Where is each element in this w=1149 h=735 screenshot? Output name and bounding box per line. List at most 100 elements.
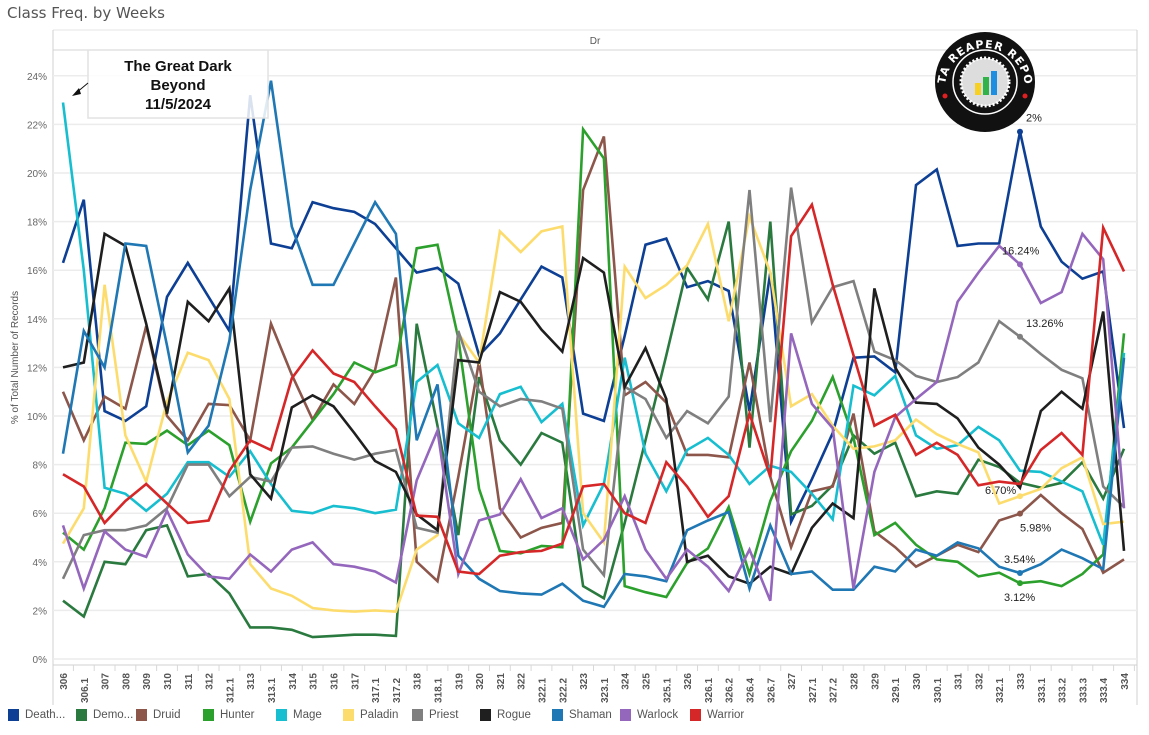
x-tick-label: 313.1 [267,678,278,703]
x-tick-label: 313 [246,673,257,690]
legend-label: Warlock [637,709,679,721]
page-title: Class Freq. by Weeks [7,4,165,22]
legend-label: Druid [153,709,181,721]
annotation-text: The Great Dark [124,58,232,75]
x-tick-label: 322.1 [537,678,548,703]
series-line-priest [61,187,1125,580]
y-tick-label: 24% [27,72,47,83]
y-tick-label: 16% [27,266,47,277]
legend-item[interactable]: Demo... [76,709,136,721]
star-icon [1022,93,1028,99]
series-line-death [61,95,1126,527]
annotation-rect [87,49,269,119]
point-label: 13.26% [1026,318,1064,330]
x-tick-label: 326.2 [725,678,736,703]
legend-item[interactable]: Druid [136,709,203,721]
x-tick-label: 329 [870,673,881,690]
y-tick-label: 6% [33,509,48,520]
legend-swatch [412,709,423,721]
legend-swatch [276,709,287,721]
marked-point [1016,569,1023,576]
legend-item[interactable]: Priest [412,709,480,721]
y-tick-label: 22% [27,120,47,131]
annotation-box: The Great Dark Beyond 11/5/2024 [72,49,269,119]
x-tick-label: 331 [954,673,965,690]
logo-bar-green [983,77,989,95]
legend-swatch [203,709,214,721]
point-label: 5.98% [1020,523,1051,535]
y-tick-label: 0% [33,655,48,666]
logo-bar-blue [991,71,997,95]
x-tick-label: 308 [121,673,132,690]
x-tick-label: 328 [850,673,861,690]
x-tick-label: 333.4 [1099,678,1110,703]
annotation-text: Beyond [150,77,205,94]
y-tick-label: 18% [27,218,47,229]
logo-inner-ring [952,49,1018,115]
legend-label: Death... [25,709,66,721]
y-tick-label: 2% [33,606,48,617]
legend-label: Paladin [360,709,399,721]
x-tick-label: 317.2 [392,678,403,703]
x-tick-label: 333.3 [1078,678,1089,703]
x-tick-label: 322 [517,673,528,690]
arrowhead-icon [72,88,81,96]
legend-label: Rogue [497,709,531,721]
legend-item[interactable]: Death... [8,709,76,721]
series-line-druid [61,136,1125,584]
legend-swatch [552,709,563,721]
legend-item[interactable]: Paladin [343,709,412,721]
legend-item[interactable]: Hunter [203,709,276,721]
point-label: 6.70% [985,485,1016,497]
x-tick-label: 330 [912,673,923,690]
marked-point [1016,261,1023,268]
x-tick-label: 326 [683,673,694,690]
series-line-mage [61,102,1126,546]
y-tick-label: 20% [27,169,47,180]
legend-item[interactable]: Warrior [690,709,750,721]
legend-label: Hunter [220,709,255,721]
legend-item[interactable]: Mage [276,709,343,721]
x-tick-label: 320 [475,673,486,690]
point-label: 16.24% [1002,245,1040,257]
logo-bar-yellow [975,83,981,95]
legend-label: Demo... [93,709,134,721]
column-header: Dr [590,36,601,47]
x-tick-label: 318.1 [433,678,444,703]
legend-item[interactable]: Rogue [480,709,552,721]
x-tick-label: 314 [288,673,299,690]
x-tick-label: 333.2 [1058,678,1069,703]
marked-point [1016,580,1023,587]
marked-point [1016,128,1023,135]
x-tick-label: 310 [163,673,174,690]
x-tick-label: 315 [309,673,320,690]
x-tick-label: 329.1 [891,678,902,703]
x-tick-label: 318 [413,673,424,690]
x-tick-label: 327 [787,673,798,690]
series-line-rogue [62,231,1126,586]
y-tick-label: 8% [33,461,48,472]
x-tick-label: 333.1 [1037,678,1048,703]
x-tick-label: 327.2 [829,678,840,703]
x-tick-label: 332 [974,673,985,690]
x-tick-label: 316 [329,673,340,690]
marked-point [1016,493,1023,500]
point-label: 3.12% [1004,592,1035,604]
x-tick-label: 319 [454,673,465,690]
legend-swatch [343,709,354,721]
x-tick-label: 317.1 [371,678,382,703]
annotation-text: 11/5/2024 [145,96,212,113]
legend-item[interactable]: Warlock [620,709,690,721]
marked-point [1016,510,1023,517]
x-tick-label: 326.4 [746,678,757,703]
x-tick-label: 312 [205,673,216,690]
legend-label: Mage [293,709,322,721]
series-line-shaman [61,80,1126,609]
legend-item[interactable]: Shaman [552,709,620,721]
x-tick-label: 333 [1016,673,1027,690]
x-tick-label: 325.1 [662,678,673,703]
x-tick-label: 307 [101,673,112,690]
marked-point [1016,333,1023,340]
x-tick-label: 312.1 [225,678,236,703]
